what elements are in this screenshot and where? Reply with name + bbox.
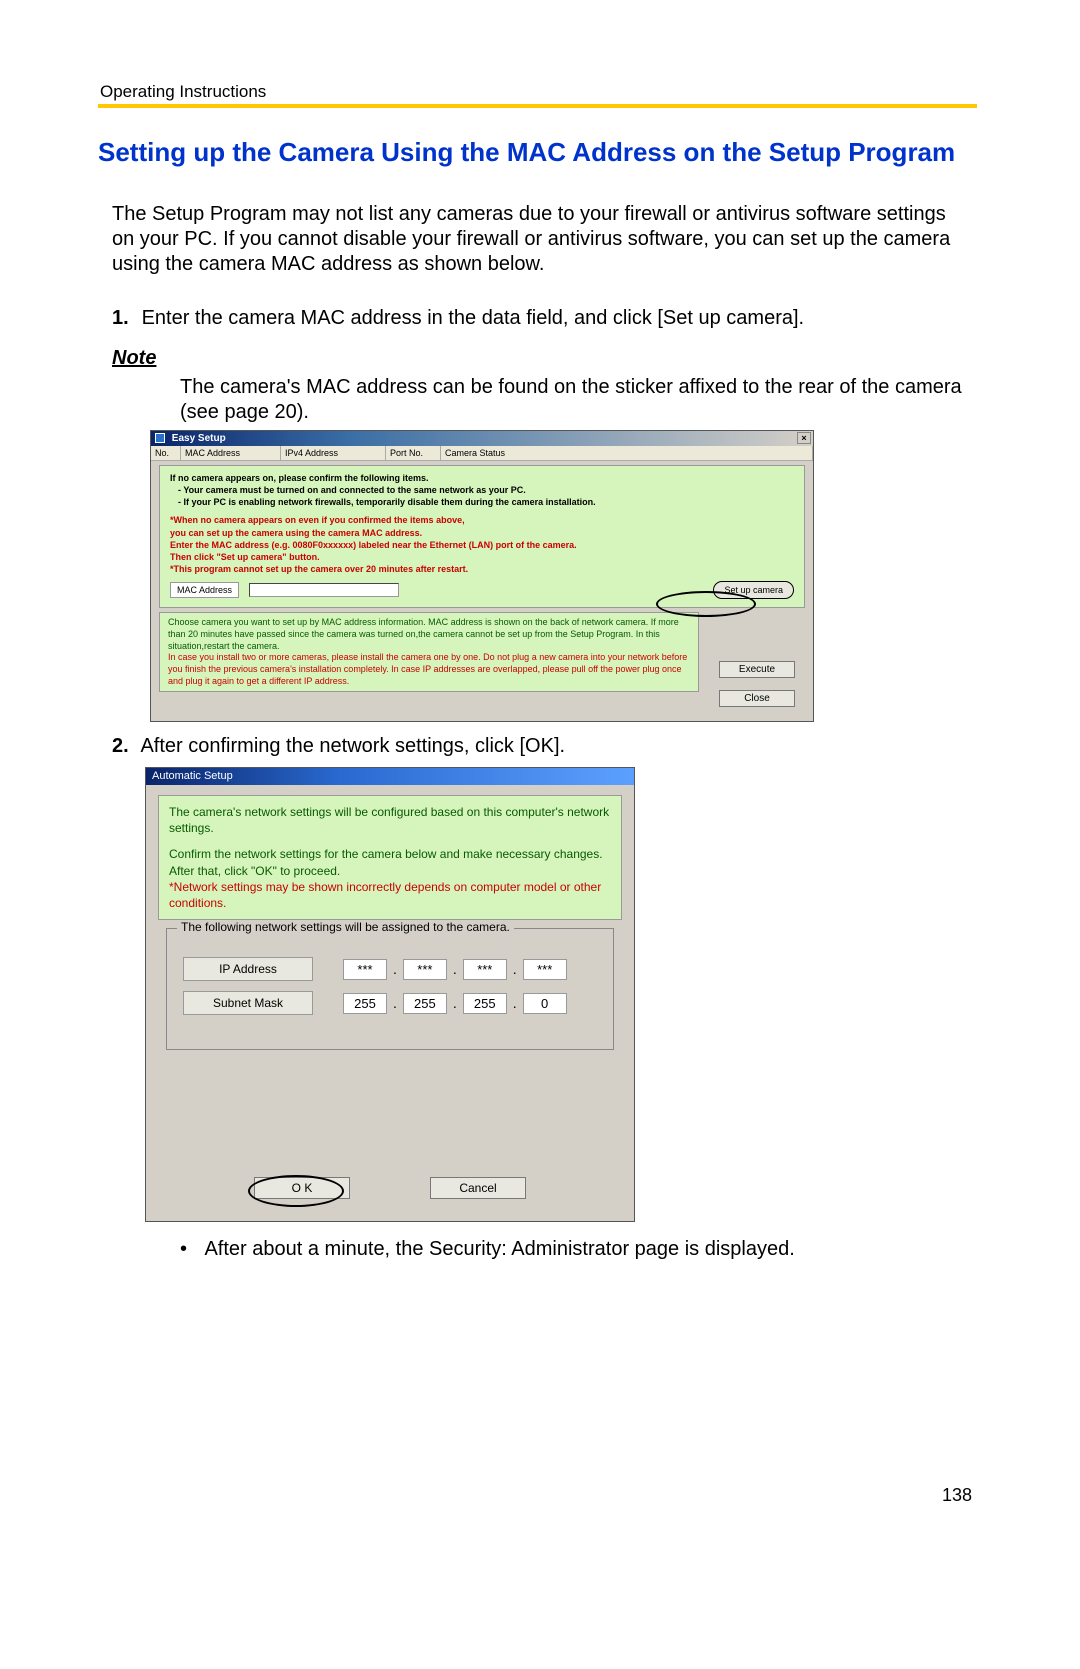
- msg-warning: you can set up the camera using the came…: [170, 527, 794, 539]
- bullet-text: After about a minute, the Security: Admi…: [204, 1238, 794, 1260]
- col-no: No.: [151, 446, 181, 460]
- network-settings-fieldset: The following network settings will be a…: [166, 928, 614, 1050]
- msg-warning: Then click "Set up camera" button.: [170, 551, 794, 563]
- result-bullet: • After about a minute, the Security: Ad…: [180, 1238, 980, 1261]
- ip-octet[interactable]: ***: [463, 959, 507, 980]
- page-title: Setting up the Camera Using the MAC Addr…: [98, 136, 978, 169]
- subnet-mask-fields[interactable]: 255. 255. 255. 0: [343, 993, 567, 1014]
- fieldset-legend: The following network settings will be a…: [177, 920, 514, 934]
- easy-setup-title: Easy Setup: [172, 433, 226, 444]
- close-button[interactable]: Close: [719, 690, 795, 707]
- easy-setup-titlebar: Easy Setup ×: [151, 431, 813, 446]
- note-heading: Note: [112, 347, 156, 370]
- set-up-camera-button[interactable]: Set up camera: [713, 581, 794, 599]
- step-2: 2. After confirming the network settings…: [112, 735, 972, 758]
- subnet-mask-label: Subnet Mask: [183, 991, 313, 1015]
- subnet-octet[interactable]: 255: [403, 993, 447, 1014]
- window-icon: [155, 433, 165, 443]
- msg-line: - Your camera must be turned on and conn…: [170, 484, 794, 496]
- ip-octet[interactable]: ***: [343, 959, 387, 980]
- lower-msg-warning: In case you install two or more cameras,…: [168, 652, 687, 685]
- mac-address-label: MAC Address: [170, 582, 239, 598]
- msg-warning: Enter the MAC address (e.g. 0080F0xxxxxx…: [170, 539, 794, 551]
- camera-list-headers: No. MAC Address IPv4 Address Port No. Ca…: [151, 446, 813, 461]
- step-1: 1. Enter the camera MAC address in the d…: [112, 307, 972, 330]
- page-number: 138: [942, 1485, 972, 1506]
- step-2-number: 2.: [112, 735, 136, 758]
- easy-setup-lower-message: Choose camera you want to set up by MAC …: [159, 612, 699, 692]
- step-1-text: Enter the camera MAC address in the data…: [142, 307, 805, 329]
- col-status: Camera Status: [441, 446, 813, 460]
- intro-paragraph: The Setup Program may not list any camer…: [112, 202, 972, 277]
- automatic-setup-titlebar: Automatic Setup: [146, 768, 634, 785]
- subnet-octet[interactable]: 255: [463, 993, 507, 1014]
- auto-msg-1: The camera's network settings will be co…: [169, 804, 611, 836]
- ip-octet[interactable]: ***: [523, 959, 567, 980]
- automatic-setup-window: Automatic Setup The camera's network set…: [145, 767, 635, 1222]
- execute-button[interactable]: Execute: [719, 661, 795, 678]
- ip-address-fields[interactable]: ***. ***. ***. ***: [343, 959, 567, 980]
- col-ipv4: IPv4 Address: [281, 446, 386, 460]
- col-mac: MAC Address: [181, 446, 281, 460]
- bullet-icon: •: [180, 1238, 200, 1261]
- ip-address-label: IP Address: [183, 957, 313, 981]
- msg-warning: *When no camera appears on even if you c…: [170, 514, 794, 526]
- step-1-number: 1.: [112, 307, 136, 330]
- note-body: The camera's MAC address can be found on…: [180, 375, 980, 425]
- auto-msg-warning: *Network settings may be shown incorrect…: [169, 879, 611, 911]
- col-port: Port No.: [386, 446, 441, 460]
- step-2-text: After confirming the network settings, c…: [140, 735, 565, 757]
- close-icon[interactable]: ×: [797, 432, 811, 444]
- automatic-setup-title: Automatic Setup: [152, 770, 233, 782]
- easy-setup-window: Easy Setup × No. MAC Address IPv4 Addres…: [150, 430, 814, 722]
- automatic-setup-message-box: The camera's network settings will be co…: [158, 795, 622, 920]
- cancel-button[interactable]: Cancel: [430, 1177, 526, 1199]
- msg-warning: *This program cannot set up the camera o…: [170, 563, 794, 575]
- subnet-octet[interactable]: 255: [343, 993, 387, 1014]
- mac-address-input[interactable]: [249, 583, 399, 597]
- lower-msg-info: Choose camera you want to set up by MAC …: [168, 617, 679, 650]
- auto-msg-2: Confirm the network settings for the cam…: [169, 846, 611, 878]
- easy-setup-message-box: If no camera appears on, please confirm …: [159, 465, 805, 608]
- msg-heading: If no camera appears on, please confirm …: [170, 472, 794, 484]
- msg-line: - If your PC is enabling network firewal…: [170, 496, 794, 508]
- doc-header: Operating Instructions: [100, 82, 266, 102]
- ip-octet[interactable]: ***: [403, 959, 447, 980]
- subnet-octet[interactable]: 0: [523, 993, 567, 1014]
- ok-button[interactable]: O K: [254, 1177, 350, 1199]
- header-divider: [98, 104, 977, 108]
